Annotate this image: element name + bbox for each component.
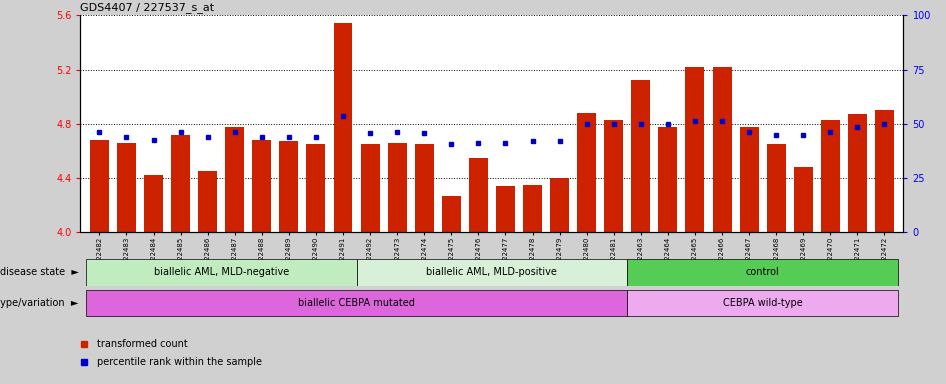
Text: biallelic AML, MLD-positive: biallelic AML, MLD-positive	[427, 267, 557, 277]
Bar	[225, 127, 244, 232]
Text: CEBPA wild-type: CEBPA wild-type	[723, 298, 802, 308]
Bar	[86, 259, 357, 286]
Bar	[442, 196, 461, 232]
Bar	[144, 175, 163, 232]
Bar	[631, 81, 650, 232]
Text: percentile rank within the sample: percentile rank within the sample	[97, 357, 262, 367]
Bar	[469, 158, 488, 232]
Bar	[627, 290, 898, 316]
Text: control: control	[745, 267, 780, 277]
Bar	[821, 120, 840, 232]
Bar	[171, 135, 190, 232]
Bar	[360, 144, 379, 232]
Bar	[604, 120, 623, 232]
Bar	[414, 144, 433, 232]
Bar	[848, 114, 867, 232]
Bar	[658, 127, 677, 232]
Bar	[523, 185, 542, 232]
Text: biallelic AML, MLD-negative: biallelic AML, MLD-negative	[153, 267, 289, 277]
Bar	[686, 67, 705, 232]
Bar	[117, 143, 136, 232]
Text: biallelic CEBPA mutated: biallelic CEBPA mutated	[298, 298, 415, 308]
Bar	[577, 113, 596, 232]
Bar	[794, 167, 813, 232]
Bar	[740, 127, 759, 232]
Bar	[496, 186, 515, 232]
Text: transformed count: transformed count	[97, 339, 187, 349]
Bar	[307, 144, 325, 232]
Bar	[627, 259, 898, 286]
Bar	[357, 259, 627, 286]
Bar	[86, 290, 627, 316]
Bar	[766, 144, 786, 232]
Bar	[875, 110, 894, 232]
Text: disease state  ►: disease state ►	[0, 267, 79, 277]
Bar	[551, 178, 569, 232]
Text: genotype/variation  ►: genotype/variation ►	[0, 298, 79, 308]
Bar	[388, 143, 407, 232]
Bar	[334, 23, 353, 232]
Bar	[253, 140, 272, 232]
Bar	[279, 141, 298, 232]
Bar	[90, 140, 109, 232]
Bar	[198, 171, 218, 232]
Text: GDS4407 / 227537_s_at: GDS4407 / 227537_s_at	[80, 2, 215, 13]
Bar	[712, 67, 731, 232]
